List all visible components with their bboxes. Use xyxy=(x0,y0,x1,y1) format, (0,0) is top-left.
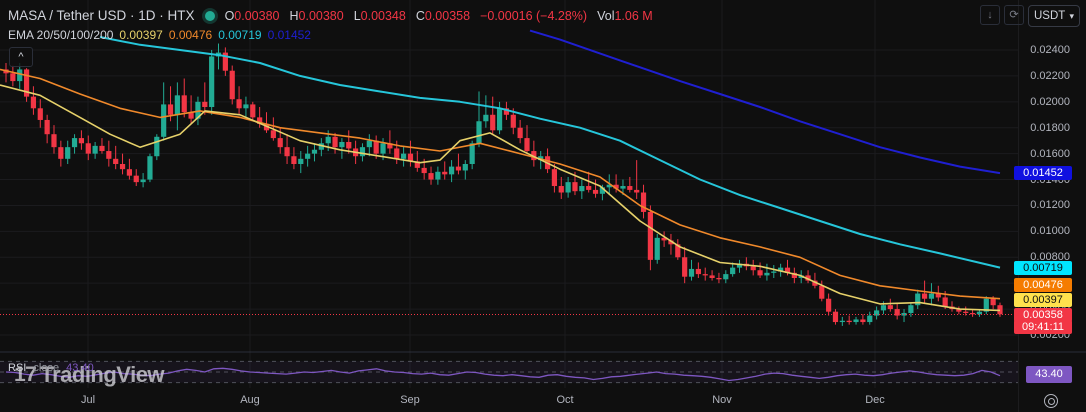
collapse-legend-button[interactable]: ^ xyxy=(9,47,33,67)
rsi-label: RSI xyxy=(8,362,27,374)
price-axis-separator xyxy=(1018,0,1019,412)
market-status-icon xyxy=(204,10,215,21)
refresh-icon: ⟳ xyxy=(1009,9,1019,21)
price-axis-label: 0.01800 xyxy=(1030,121,1070,134)
ohlc-close: C0.00358 xyxy=(415,8,471,23)
price-axis-label: 0.01600 xyxy=(1030,147,1070,160)
ema100-line xyxy=(99,36,1001,269)
volume: Vol1.06 M xyxy=(597,8,653,23)
download-icon: ↓ xyxy=(987,9,993,21)
price-axis-label: 0.01000 xyxy=(1030,225,1070,238)
price-tag: 09:41:11 xyxy=(1014,320,1072,334)
ohlc-high: H0.00380 xyxy=(289,8,344,23)
rsi-legend-value: 43.40 xyxy=(66,362,94,374)
price-tag: 0.00476 xyxy=(1014,278,1072,292)
settings-gear-icon[interactable] xyxy=(1044,394,1058,408)
ohlc-low: L0.00348 xyxy=(353,8,406,23)
chevron-up-icon: ^ xyxy=(18,51,24,63)
watermark-text: TradingView xyxy=(40,362,165,387)
rsi-value-tag: 43.40 xyxy=(1026,366,1072,383)
chart-toolbar: ↓ ⟳ USDT ▾ xyxy=(980,5,1080,27)
currency-value: USDT xyxy=(1034,10,1066,22)
price-tag: 0.00719 xyxy=(1014,261,1072,275)
ema20-line xyxy=(0,84,1001,312)
symbol-title[interactable]: MASA / Tether USD · 1D · HTX xyxy=(8,8,195,23)
rsi-line xyxy=(5,367,1001,382)
ema100-value: 0.00719 xyxy=(218,28,262,42)
ema-label: EMA 20/50/100/200 xyxy=(8,28,114,42)
time-axis-label: Aug xyxy=(240,394,260,406)
ema200-line xyxy=(529,29,1001,175)
download-button[interactable]: ↓ xyxy=(980,5,1000,25)
refresh-button[interactable]: ⟳ xyxy=(1004,5,1024,25)
time-axis-label: Nov xyxy=(712,394,732,406)
price-axis-label: 0.01200 xyxy=(1030,199,1070,212)
time-axis-label: Jul xyxy=(80,394,96,406)
currency-select[interactable]: USDT ▾ xyxy=(1028,5,1080,27)
price-axis-label: 0.00800 xyxy=(1030,251,1070,264)
price-tag: 0.00358 xyxy=(1014,308,1072,322)
ohlc-open: O0.00380 xyxy=(224,8,280,23)
time-axis-label: Sep xyxy=(400,394,420,406)
ema50-line xyxy=(0,68,1001,300)
price-axis-label: 0.02400 xyxy=(1030,44,1070,56)
time-axis-label: Dec xyxy=(865,394,885,406)
price-tag: 0.01452 xyxy=(1014,166,1072,180)
price-axis-label: 0.02200 xyxy=(1030,69,1070,82)
symbol-legend: MASA / Tether USD · 1D · HTX O0.00380 H0… xyxy=(8,8,657,23)
ema-legend[interactable]: EMA 20/50/100/200 0.00397 0.00476 0.0071… xyxy=(8,28,311,42)
ema20-value: 0.00397 xyxy=(119,28,163,42)
time-axis-label: Oct xyxy=(556,394,574,406)
ema200-value: 0.01452 xyxy=(267,28,311,42)
grid xyxy=(0,0,1018,388)
tradingview-logo-icon: 17 xyxy=(14,363,37,386)
rsi-legend[interactable]: RSI close 43.40 xyxy=(8,362,94,374)
price-axis-label: 0.02000 xyxy=(1030,95,1070,108)
rsi-source: close xyxy=(33,362,60,374)
price-change: −0.00016 (−4.28%) xyxy=(480,8,588,23)
chevron-down-icon: ▾ xyxy=(1069,11,1074,21)
price-tag: 0.00397 xyxy=(1014,293,1072,307)
ema50-value: 0.00476 xyxy=(168,28,213,42)
tradingview-watermark: 17 TradingView xyxy=(14,362,165,388)
